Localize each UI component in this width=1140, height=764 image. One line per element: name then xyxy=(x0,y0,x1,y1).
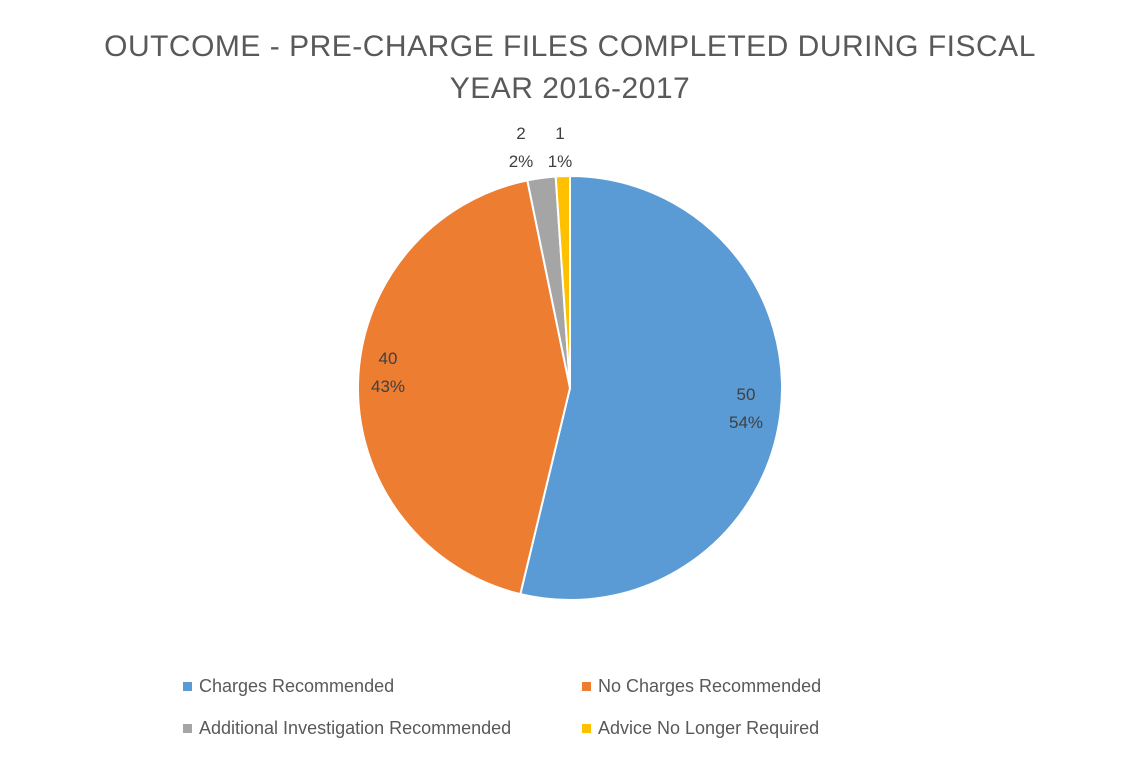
pie-slices xyxy=(357,174,783,601)
data-label-value-charges-recommended: 50 xyxy=(737,385,756,404)
pie-slice-charges-recommended xyxy=(519,174,783,601)
chart-title: OUTCOME - PRE-CHARGE FILES COMPLETED DUR… xyxy=(0,26,1140,110)
chart-title-line-2: YEAR 2016-2017 xyxy=(449,72,691,105)
data-label-percent-advice-no-longer-required: 1% xyxy=(548,152,573,171)
data-label-percent-charges-recommended: 54% xyxy=(729,413,763,432)
pie-slice-no-charges-recommended xyxy=(357,179,572,596)
pie-slice-advice-no-longer-required xyxy=(554,174,571,389)
pie-data-labels: 50 54% 40 43% 2 2% 1 1% xyxy=(371,124,763,432)
data-label-percent-additional-investigation-recommended: 2% xyxy=(509,152,534,171)
chart-title-line-1: OUTCOME - PRE-CHARGE FILES COMPLETED DUR… xyxy=(104,30,1036,63)
data-label-value-advice-no-longer-required: 1 xyxy=(555,124,564,143)
data-label-value-no-charges-recommended: 40 xyxy=(379,349,398,368)
data-label-percent-no-charges-recommended: 43% xyxy=(371,377,405,396)
data-label-value-additional-investigation-recommended: 2 xyxy=(516,124,525,143)
